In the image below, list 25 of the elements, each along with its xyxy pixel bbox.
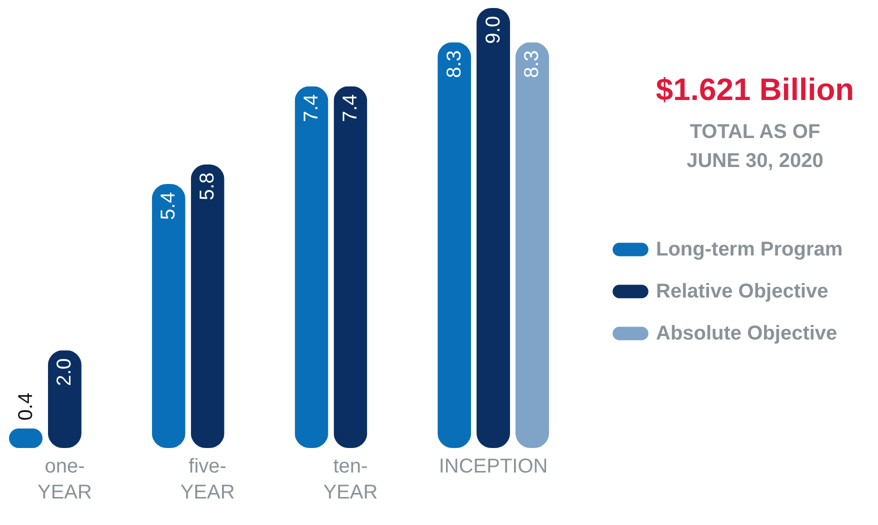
data-label: 8.3 [521,50,544,78]
legend-label: Relative Objective [656,280,828,302]
bar [334,86,368,448]
data-label: 5.4 [158,192,180,220]
data-label: 8.3 [443,50,466,78]
data-label: 9.0 [482,16,504,44]
bar [190,164,224,448]
text: TOTAL AS OF JUNE 30, 2020 [686,120,824,174]
legend-label: Long-term Program [656,238,843,260]
bar [294,86,328,448]
data-label: 5.8 [196,172,219,200]
legend-label: Absolute Objective [656,322,838,344]
text: $1.621 Billion [654,72,856,108]
x-tick-label: five- YEAR [180,456,235,504]
bar [152,184,186,448]
x-tick-label: one- YEAR [37,456,92,504]
bar [438,42,472,448]
data-label: 7.4 [300,94,322,122]
data-label: 2.0 [54,358,76,386]
x-tick-label: ten- YEAR [323,456,378,504]
x-tick-label: INCEPTION [438,456,548,478]
bar [515,42,549,448]
bar [476,8,510,448]
data-label: 0.4 [14,392,37,420]
data-label: 7.4 [339,94,362,122]
